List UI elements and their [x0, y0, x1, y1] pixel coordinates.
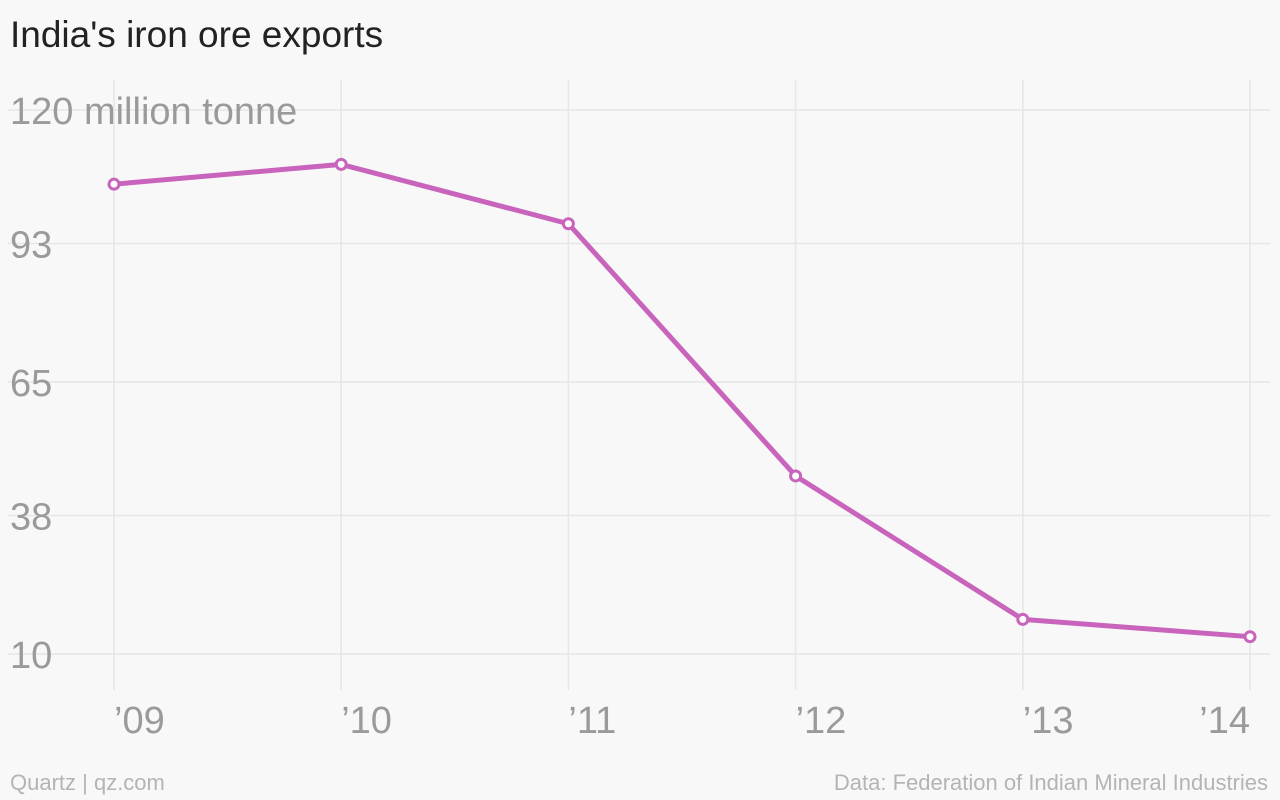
x-tick-label: ’14	[1199, 700, 1250, 742]
data-point	[1243, 630, 1257, 644]
y-tick-label: 38	[10, 497, 52, 539]
data-point	[107, 177, 121, 191]
y-tick-label: 93	[10, 225, 52, 267]
y-tick-label: 10	[10, 635, 52, 677]
footer-source: Data: Federation of Indian Mineral Indus…	[833, 770, 1268, 795]
series-line-layer	[111, 161, 1253, 640]
footer-credit: Quartz | qz.com	[10, 770, 165, 795]
data-point	[561, 217, 575, 231]
y-tick-label: 65	[10, 363, 52, 405]
data-point	[334, 157, 348, 171]
data-points	[107, 157, 1257, 644]
x-tick-label: ’09	[114, 700, 165, 742]
x-tick-label: ’12	[796, 700, 847, 742]
chart-title: India's iron ore exports	[10, 14, 384, 55]
x-tick-label: ’11	[568, 700, 616, 742]
x-tick-label: ’10	[341, 700, 392, 742]
series-line	[111, 161, 1253, 640]
y-axis-tick-labels: 10 38 65 93 120 million tonne	[10, 91, 297, 677]
gridlines	[8, 80, 1270, 690]
data-point	[789, 469, 803, 483]
x-tick-label: ’13	[1023, 700, 1074, 742]
y-tick-label: 120 million tonne	[10, 91, 297, 133]
x-axis-tick-labels: ’09 ’10 ’11 ’12 ’13 ’14	[114, 700, 1250, 742]
data-point	[1016, 612, 1030, 626]
